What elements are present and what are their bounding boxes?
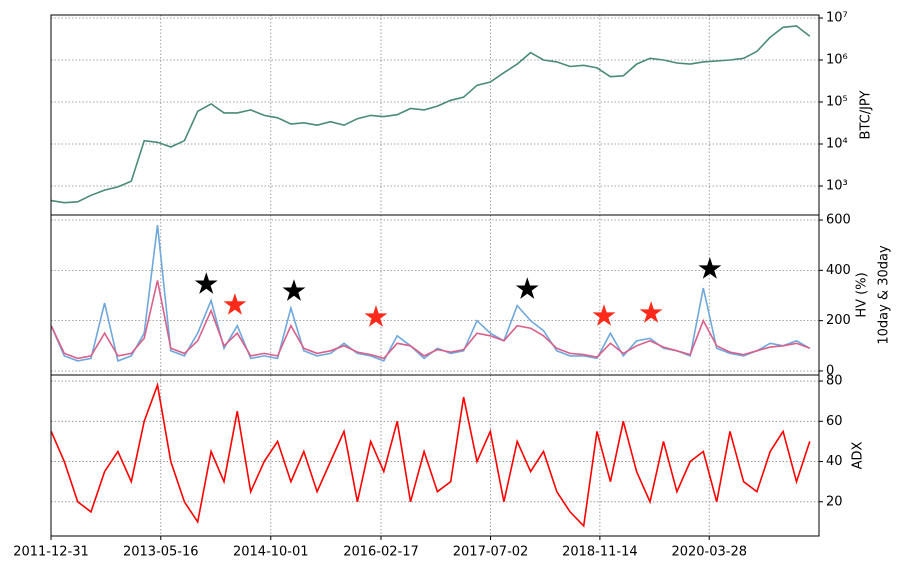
y-axis-label: 10day & 30day [877,245,892,345]
line [50,280,811,360]
x-tick-label: 2017-07-02 [453,545,529,560]
y-axis-label: HV (%) [855,272,870,317]
y-tick-label: 60 [826,414,843,429]
star-marker [592,304,616,326]
x-tick-label: 2016-02-17 [343,545,419,560]
panel-frame [50,14,820,216]
x-tick-label: 2020-03-28 [671,545,747,560]
y-tick-label: 10⁴ [826,137,848,152]
y-tick-label: 200 [826,313,851,328]
star-marker [639,301,663,323]
x-tick-label: 2013-05-16 [123,545,199,560]
y-tick-label: 600 [826,213,851,228]
star-marker [515,277,539,299]
star-marker [223,293,247,315]
x-tick-label: 2018-11-14 [562,545,638,560]
y-tick-label: 400 [826,263,851,278]
panel-frame [50,374,820,537]
y-tick-label: 40 [826,454,843,469]
y-tick-label: 10⁶ [826,53,848,68]
line [50,382,811,528]
x-tick-label: 2011-12-31 [13,545,89,560]
y-axis-label: ADX [851,442,866,470]
star-marker [364,305,388,327]
y-tick-label: 80 [826,374,843,389]
star-marker [282,279,306,301]
x-tick-label: 2014-10-01 [233,545,309,560]
y-tick-label: 10⁷ [826,11,848,26]
y-tick-label: 20 [826,494,843,509]
y-axis-label: BTC/JPY [859,91,874,140]
line [51,25,811,204]
star-marker [194,272,218,294]
star-marker [698,257,722,279]
y-tick-label: 10³ [826,179,848,194]
y-tick-label: 10⁵ [826,95,848,110]
y-tick-label: 0 [826,363,834,378]
